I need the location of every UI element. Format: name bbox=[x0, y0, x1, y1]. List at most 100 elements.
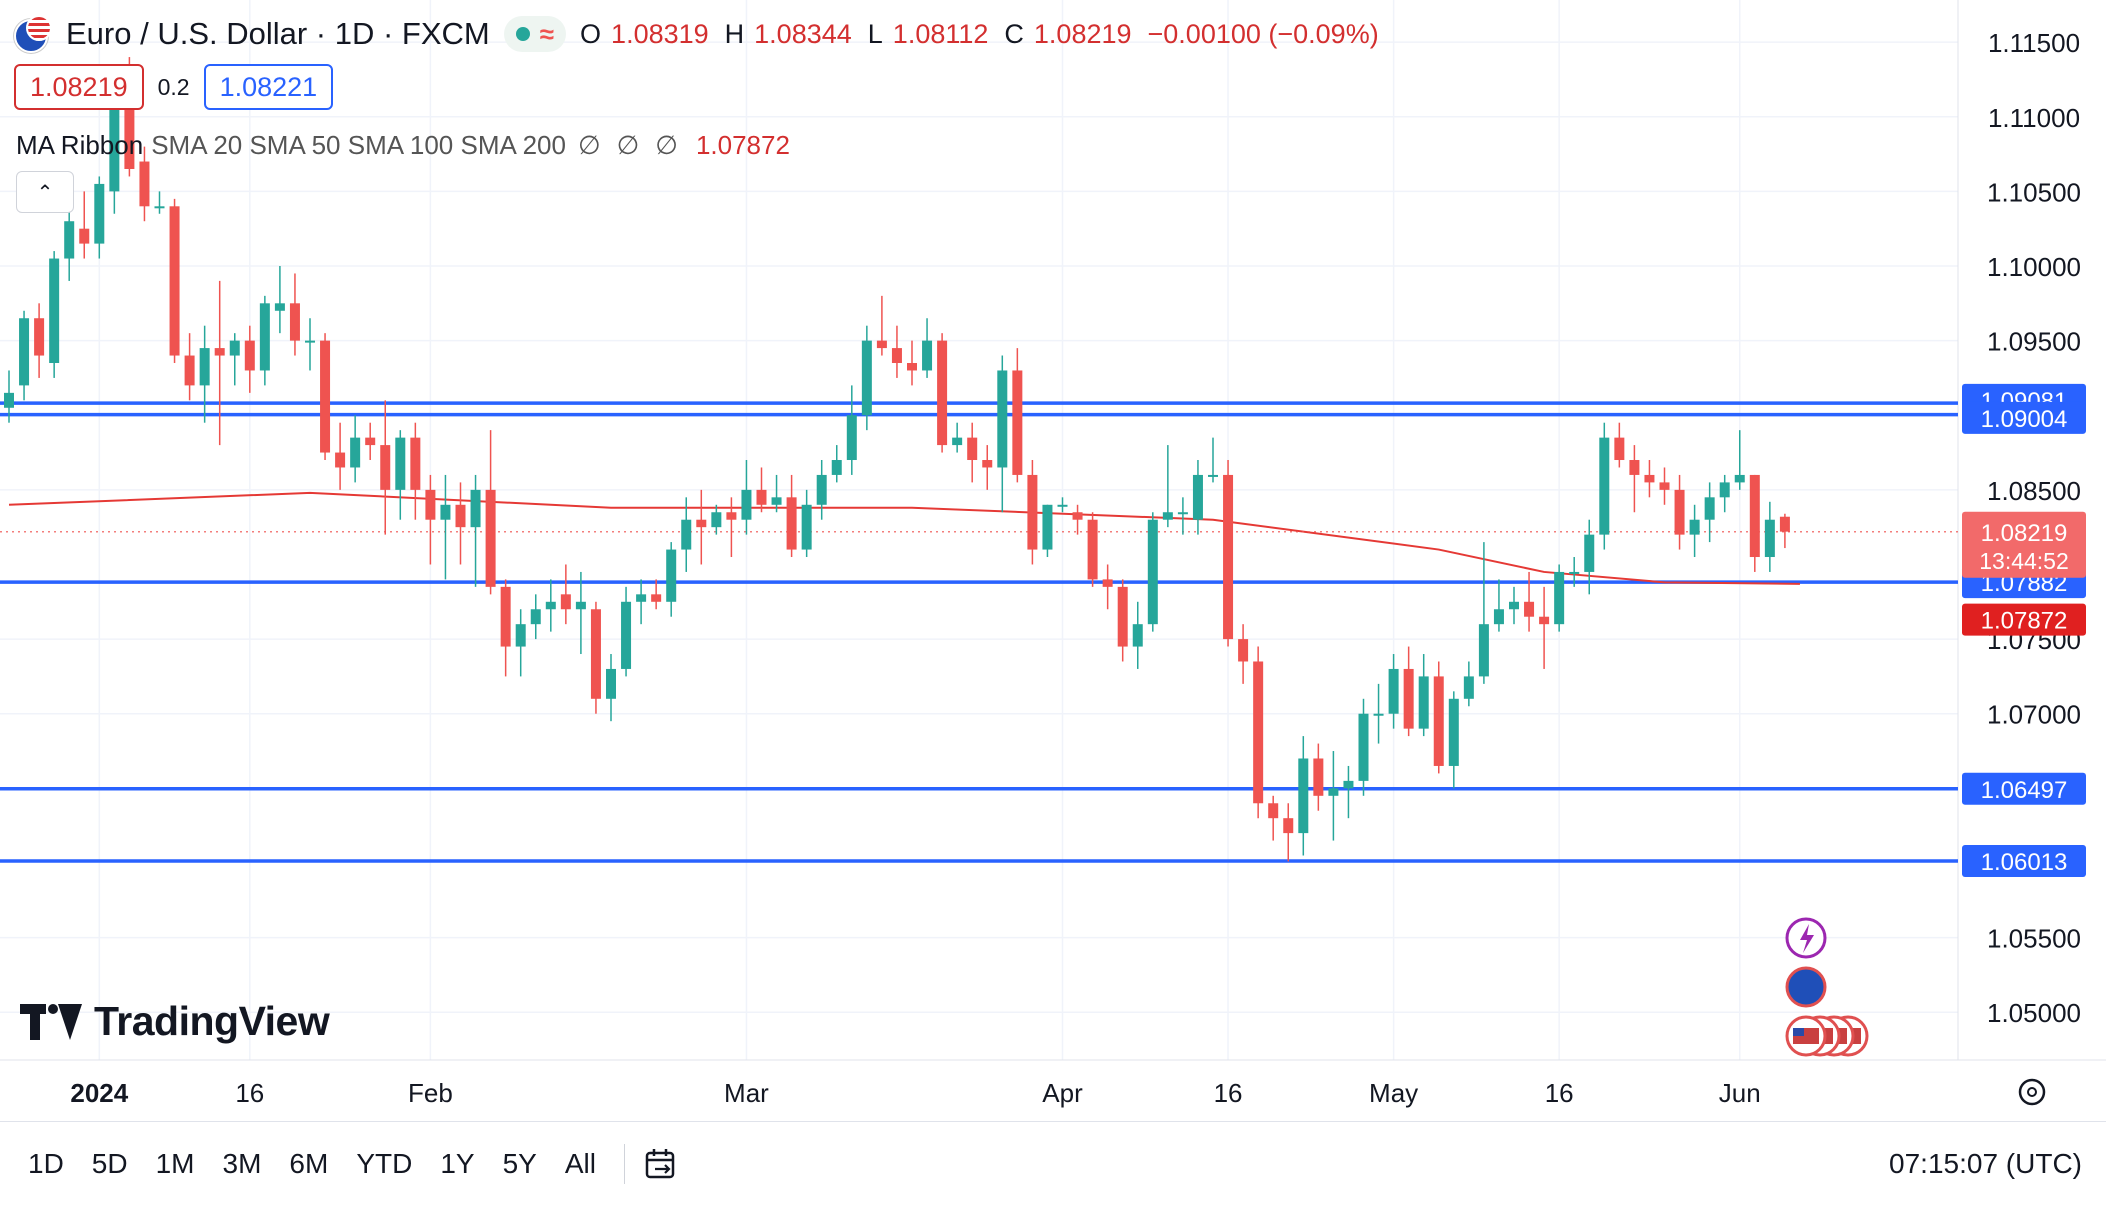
candle-body bbox=[1298, 758, 1309, 834]
sma-200-line bbox=[8, 491, 1800, 585]
range-all-button[interactable]: All bbox=[564, 1147, 596, 1179]
candle-body bbox=[259, 303, 270, 371]
candle-body bbox=[109, 101, 120, 192]
current-price-tag-bg bbox=[1962, 511, 2086, 578]
indicator-null-2: ∅ bbox=[616, 130, 640, 160]
candle-body bbox=[666, 549, 677, 602]
close-value: 1.08219 bbox=[1033, 18, 1132, 49]
candle-body bbox=[410, 437, 421, 490]
candlestick-chart[interactable]: 1.11500 1.11000 1.10500 1.10000 1.09500 1.085… bbox=[0, 0, 2106, 1121]
utc-clock[interactable]: 07:15:07 (UTC) bbox=[1889, 1147, 2082, 1179]
eu-event-icon bbox=[1785, 966, 1827, 1008]
candle-body bbox=[1463, 676, 1474, 699]
chart-header: Euro / U.S. Dollar · 1D · FXCM ≈ O 1.0831… bbox=[14, 12, 1385, 56]
ohlc-values: O 1.08319 H 1.08344 L 1.08112 C 1.08219 −0.0… bbox=[580, 19, 1385, 50]
level-tag-label-bg bbox=[1962, 772, 2086, 805]
candle-body bbox=[1313, 758, 1324, 796]
open-value: 1.08319 bbox=[611, 18, 709, 49]
tradingview-logo[interactable]: TradingView bbox=[20, 998, 330, 1045]
indicator-value: 1.07872 bbox=[695, 130, 790, 160]
candle-body bbox=[1057, 504, 1068, 507]
x-tick-label: 16 bbox=[1545, 1078, 1574, 1108]
candle-body bbox=[1253, 661, 1264, 804]
candle-body bbox=[696, 519, 707, 528]
candle-body bbox=[169, 206, 180, 356]
candle-body bbox=[184, 355, 195, 386]
candle-body bbox=[801, 504, 812, 550]
y-tick-label: 1.09500 bbox=[1987, 327, 2081, 357]
range-1m-button[interactable]: 1M bbox=[155, 1147, 195, 1179]
candle-body bbox=[636, 594, 647, 602]
range-6m-button[interactable]: 6M bbox=[289, 1147, 329, 1179]
symbol-title[interactable]: Euro / U.S. Dollar · 1D · FXCM bbox=[66, 16, 490, 51]
x-tick-label: Mar bbox=[724, 1078, 769, 1108]
candle-body bbox=[1042, 504, 1053, 550]
candle-body bbox=[214, 348, 225, 356]
candle-body bbox=[1569, 571, 1580, 574]
range-5d-button[interactable]: 5D bbox=[91, 1147, 128, 1179]
candle-body bbox=[1659, 482, 1670, 490]
x-tick-label: 16 bbox=[235, 1078, 264, 1108]
candle-body bbox=[937, 340, 948, 446]
candle-body bbox=[515, 624, 526, 647]
candle-body bbox=[1102, 579, 1113, 587]
settings-gear-center-icon bbox=[2027, 1087, 2037, 1097]
candle-body bbox=[1524, 601, 1535, 617]
indicator-title: MA Ribbon bbox=[16, 130, 144, 160]
candle-body bbox=[154, 206, 165, 209]
candle-body bbox=[455, 504, 466, 528]
x-tick-label: Apr bbox=[1042, 1078, 1083, 1108]
candle-body bbox=[816, 474, 827, 505]
tradingview-logo-icon bbox=[20, 1003, 82, 1040]
candle-body bbox=[907, 363, 917, 371]
candle-body bbox=[289, 303, 300, 341]
spread-value: 0.2 bbox=[157, 73, 190, 100]
range-5y-button[interactable]: 5Y bbox=[502, 1147, 537, 1179]
candle-body bbox=[590, 609, 601, 699]
level-tag-label: 1.09004 bbox=[1981, 406, 2068, 433]
data-delay-wave-icon: ≈ bbox=[539, 18, 555, 49]
candle-body bbox=[199, 348, 210, 386]
range-ytd-button[interactable]: YTD bbox=[356, 1147, 413, 1179]
toolbar-divider bbox=[623, 1143, 625, 1184]
level-tag-label: 1.06497 bbox=[1981, 777, 2068, 804]
high-label: H bbox=[724, 18, 745, 49]
candle-body bbox=[1418, 676, 1429, 729]
level-tag-label-bg bbox=[1962, 401, 2086, 434]
candle-body bbox=[1238, 639, 1249, 662]
market-status-pill[interactable]: ≈ bbox=[503, 16, 567, 52]
candle-body bbox=[861, 340, 872, 416]
range-1y-button[interactable]: 1Y bbox=[440, 1147, 475, 1179]
close-label: C bbox=[1004, 18, 1024, 49]
candle-body bbox=[1162, 512, 1173, 520]
x-tick-label: 2024 bbox=[70, 1078, 128, 1108]
range-1d-button[interactable]: 1D bbox=[28, 1147, 64, 1179]
bottom-toolbar: 1D 5D 1M 3M 6M YTD 1Y 5Y All 07:15:07 (U… bbox=[0, 1121, 2106, 1205]
market-open-dot-icon bbox=[515, 27, 530, 41]
candle-body bbox=[1779, 516, 1790, 532]
candle-body bbox=[1478, 624, 1489, 677]
candle-body bbox=[1208, 474, 1218, 477]
candle-body bbox=[1554, 571, 1565, 625]
candle-body bbox=[320, 340, 331, 453]
x-tick-label: 16 bbox=[1214, 1078, 1243, 1108]
candle-body bbox=[1584, 534, 1595, 572]
indicator-legend[interactable]: MA Ribbon SMA 20 SMA 50 SMA 100 SMA 200 … bbox=[16, 130, 790, 161]
buy-price-button[interactable]: 1.08221 bbox=[203, 64, 334, 110]
sell-price-button[interactable]: 1.08219 bbox=[14, 64, 144, 110]
eur-usd-flag-icon bbox=[14, 15, 52, 53]
range-3m-button[interactable]: 3M bbox=[222, 1147, 262, 1179]
candle-body bbox=[651, 594, 662, 602]
candle-body bbox=[1373, 713, 1384, 716]
lightning-bolt-icon bbox=[1800, 924, 1814, 953]
collapse-legend-button[interactable]: ⌃ bbox=[16, 171, 74, 213]
y-tick-label: 1.11500 bbox=[1988, 28, 2080, 58]
candle-body bbox=[1749, 474, 1760, 558]
high-value: 1.08344 bbox=[754, 18, 852, 49]
us-flag-canton-icon bbox=[1793, 1028, 1804, 1036]
y-tick-label: 1.07000 bbox=[1987, 700, 2081, 730]
calendar-goto-icon[interactable] bbox=[643, 1146, 679, 1182]
candle-body bbox=[274, 303, 285, 311]
candle-body bbox=[1328, 788, 1339, 796]
candle-body bbox=[1223, 474, 1234, 640]
